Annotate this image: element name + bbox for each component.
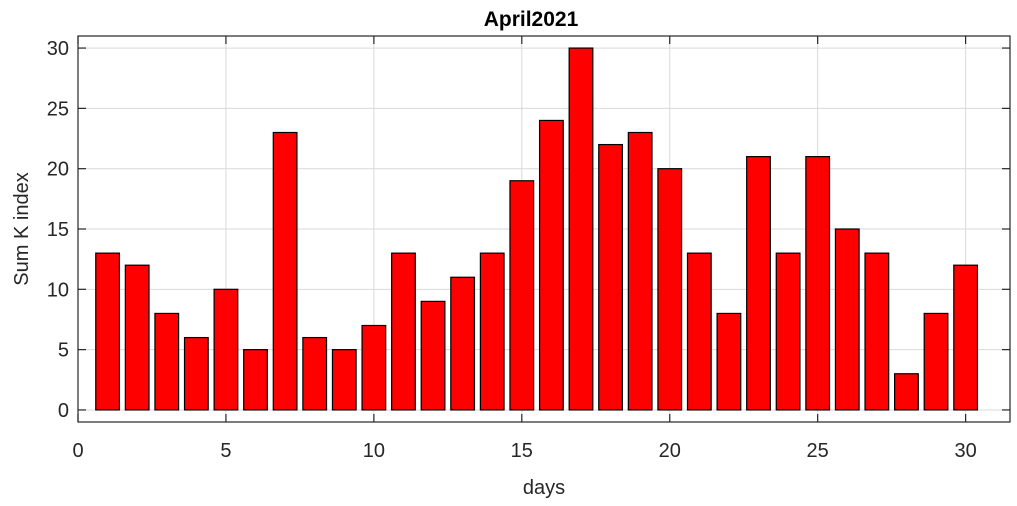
bars — [95, 47, 979, 411]
x-tick-label: 30 — [954, 440, 976, 462]
x-axis-label: days — [523, 477, 565, 499]
y-tick-label: 5 — [58, 340, 69, 362]
bar-day-25 — [805, 156, 831, 411]
bar-day-1 — [95, 252, 121, 411]
bar-day-9 — [331, 349, 357, 411]
bar-day-4 — [183, 336, 209, 411]
y-tick-label: 15 — [47, 219, 69, 241]
bar-day-23 — [746, 156, 771, 411]
x-tick-label: 15 — [511, 440, 533, 462]
bar-day-8 — [302, 336, 328, 411]
bar-day-16 — [538, 119, 564, 411]
y-tick-label: 10 — [47, 279, 69, 301]
y-tick-label: 30 — [47, 38, 69, 60]
bar-day-13 — [450, 276, 476, 411]
x-tick-label: 5 — [220, 440, 231, 462]
bar-day-14 — [479, 252, 505, 411]
chart-title: April2021 — [484, 8, 579, 31]
bar-day-6 — [243, 349, 268, 411]
bar-day-29 — [923, 312, 949, 411]
bar-day-7 — [272, 131, 298, 411]
x-tick-label: 25 — [807, 440, 829, 462]
x-tick-label: 0 — [72, 440, 83, 462]
bar-day-3 — [154, 312, 180, 411]
bar-day-27 — [864, 252, 890, 411]
bar-day-15 — [509, 180, 535, 411]
bar-day-19 — [627, 131, 653, 411]
bar-day-21 — [686, 252, 712, 411]
bar-day-18 — [598, 143, 624, 411]
bar-day-20 — [657, 168, 683, 411]
y-axis-label: Sum K index — [11, 172, 33, 285]
bar-day-17 — [568, 47, 594, 411]
bar-day-10 — [361, 324, 387, 411]
bar-day-11 — [391, 252, 416, 411]
x-tick-label: 20 — [659, 440, 681, 462]
bar-day-5 — [213, 288, 239, 411]
y-tick-label: 20 — [47, 159, 69, 181]
ticks: 0 5 10 15 20 25 30 0 5 10 15 20 25 30 — [47, 36, 1010, 462]
bar-day-26 — [834, 228, 860, 411]
bar-day-24 — [775, 252, 801, 411]
bar-day-22 — [716, 312, 742, 411]
bar-day-30 — [953, 264, 979, 411]
x-tick-label: 10 — [363, 440, 385, 462]
y-tick-label: 0 — [58, 400, 69, 422]
bar-day-28 — [894, 373, 919, 411]
bar-day-2 — [124, 264, 150, 411]
bar-day-12 — [420, 300, 446, 411]
y-tick-label: 25 — [47, 98, 69, 120]
